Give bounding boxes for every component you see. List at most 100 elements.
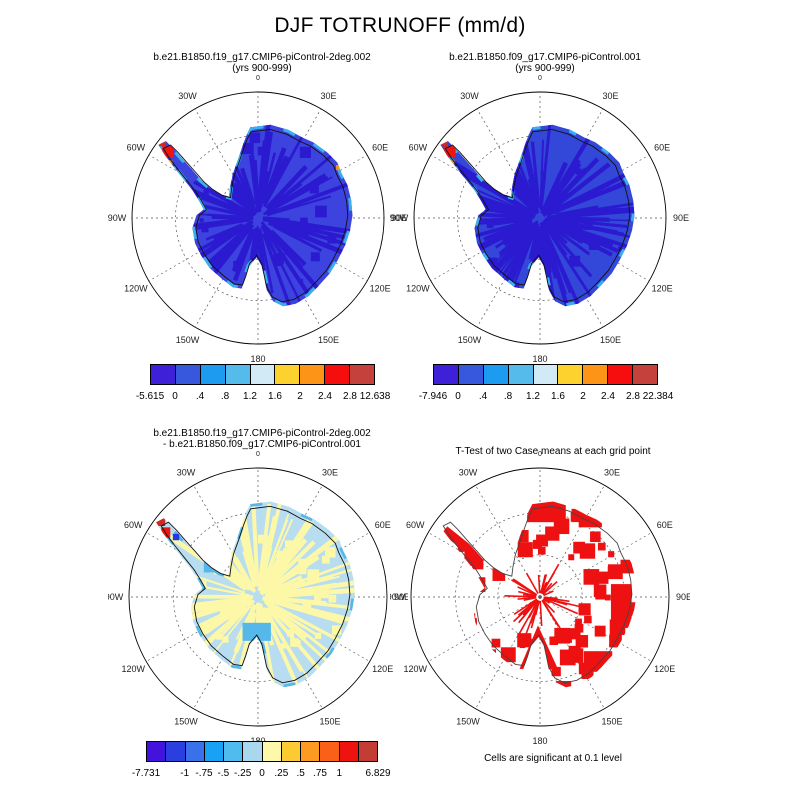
colorbar-segment [151,365,176,384]
colorbar-tick-label: -5.615 [135,391,165,402]
grid-label-90W: 90W [108,213,127,223]
panel1-title-line1: b.e21.B1850.f19_g17.CMIP6-piControl-2deg… [153,52,371,63]
significance-note: Cells are significant at 0.1 level [484,753,622,764]
colorbar-segment [320,742,340,761]
colorbar-segment [533,365,559,384]
colorbar-segment [339,742,359,761]
map-patch [156,540,164,547]
colorbar-segment [300,365,326,384]
colorbar-tick-label: -.75 [195,768,213,779]
colorbar-segment [633,365,658,384]
grid-label-90E: 90E [391,213,407,223]
colorbar-tick-label: -7.731 [131,768,161,779]
grid-label-0: 0 [256,75,260,82]
colorbar-tick-label: 2.8 [343,391,357,402]
panel4-title-line1: T-Test of two Case means at each grid po… [455,446,651,457]
colorbar-tick-label: -.25 [234,768,252,779]
colorbar-segment [243,742,263,761]
cb1-boxes [150,364,375,385]
grid-label-120W: 120W [406,284,430,294]
meridian-labels: 0 30E 60E 90E 120E 150E 180 150W 120W 90W 60W 30W [390,75,689,364]
grid-label-30W: 30W [459,467,478,477]
map1-svg: 0 30E 60E 90E 120E 150E 180 150W 120W 90W 60W 30W [108,75,407,364]
grid-label-120W: 120W [122,664,146,674]
colorbar-segment [281,742,301,761]
grid-label-60E: 60E [654,143,670,153]
grid-label-30W: 30W [177,467,196,477]
colorbar-segment [301,742,321,761]
grid-label-150E: 150E [318,335,339,345]
colorbar-tick-label: .5 [296,768,305,779]
colorbar-tick-label: 0 [172,391,178,402]
colorbar-segment [175,365,201,384]
grid-label-90E: 90E [676,592,690,602]
coastline [444,128,631,303]
map-patch [442,167,450,173]
colorbar-difference: -7.731 -1 -.75 -.5 -.25 0 .25 .5 .75 1 6.829 [132,741,391,783]
map4-svg: 0 30E 60E 90E 120E 150E 180 150W 120W 90W 60W 30W [387,451,692,746]
figure-title: DJF TOTRUNOFF (mm/d) [274,14,526,37]
colorbar-segment [147,742,167,761]
grid-label-150W: 150W [456,717,480,727]
colorbar-tick-label: 1.2 [243,391,257,402]
colorbar-segment [583,365,609,384]
map-patch [444,146,456,158]
map-patch [172,533,180,541]
grid-label-30E: 30E [602,91,618,101]
meridian-labels: 0 30E 60E 90E 120E 150E 180 150W 120W 90W 60W 30W [387,451,692,746]
map-outline-circle [128,467,388,727]
colorbar-case1: -5.615 0 .4 .8 1.2 1.6 2 2.4 2.8 12.638 [136,364,390,406]
grid-label-60E: 60E [375,520,391,530]
colorbar-segment [200,365,226,384]
grid-label-120W: 120W [124,284,148,294]
grid-label-30E: 30E [320,91,336,101]
grid-label-180: 180 [532,354,547,364]
grid-label-90E: 90E [394,592,408,602]
panel2-title: b.e21.B1850.f09_g17.CMIP6-piControl.001 … [395,52,695,74]
panel3-title-line2: - b.e21.B1850.f09_g17.CMIP6-piControl.00… [163,439,361,450]
map-panel-case2: 0 30E 60E 90E 120E 150E 180 150W 120W 90W 60W 30W [390,68,690,373]
colorbar-tick-label: .75 [313,768,327,779]
colorbar-segment [325,365,351,384]
panel3-title: b.e21.B1850.f19_g17.CMIP6-piControl-2deg… [112,428,412,450]
colorbar-segment [250,365,276,384]
colorbar-segment [224,742,244,761]
panel2-title-line2: (yrs 900-999) [515,63,575,74]
colorbar-tick-label: 2.4 [318,391,332,402]
map-patch [336,165,343,171]
colorbar-segment [275,365,301,384]
map-panel-case1: 0 30E 60E 90E 120E 150E 180 150W 120W 90W 60W 30W [108,68,408,373]
grid-label-30W: 30W [178,91,197,101]
colorbar-tick-label: 12.638 [359,391,391,402]
colorbar-tick-label: 0 [455,391,461,402]
colorbar-tick-label: 1.6 [268,391,282,402]
map-patch [203,562,216,573]
grid-label-150W: 150W [458,335,482,345]
grid-label-90W: 90W [390,213,409,223]
grid-label-90W: 90W [390,592,406,602]
colorbar-tick-label: 1.2 [526,391,540,402]
map-patch [571,124,576,129]
map-patch [440,157,447,166]
colorbar-segment [458,365,484,384]
grid-label-180: 180 [250,354,265,364]
colorbar-segment [204,742,224,761]
colorbar-tick-label: .25 [274,768,289,779]
grid-label-0: 0 [538,451,542,458]
grid-label-180: 180 [532,736,547,746]
colorbar-tick-label: 1 [336,768,343,779]
map-patch [166,546,173,552]
colorbar-tick-label: 1.6 [551,391,565,402]
colorbar-tick-label: .8 [220,391,230,402]
grid-label-120E: 120E [652,284,673,294]
colorbar-tick-label: -7.946 [418,391,448,402]
colorbar-segment [483,365,509,384]
grid-label-60W: 60W [127,143,146,153]
map-patch [158,157,165,166]
colorbar-segment [508,365,534,384]
map-patch [160,167,168,173]
colorbar-segment [185,742,205,761]
map-patch [595,137,600,142]
colorbar-segment [262,742,282,761]
